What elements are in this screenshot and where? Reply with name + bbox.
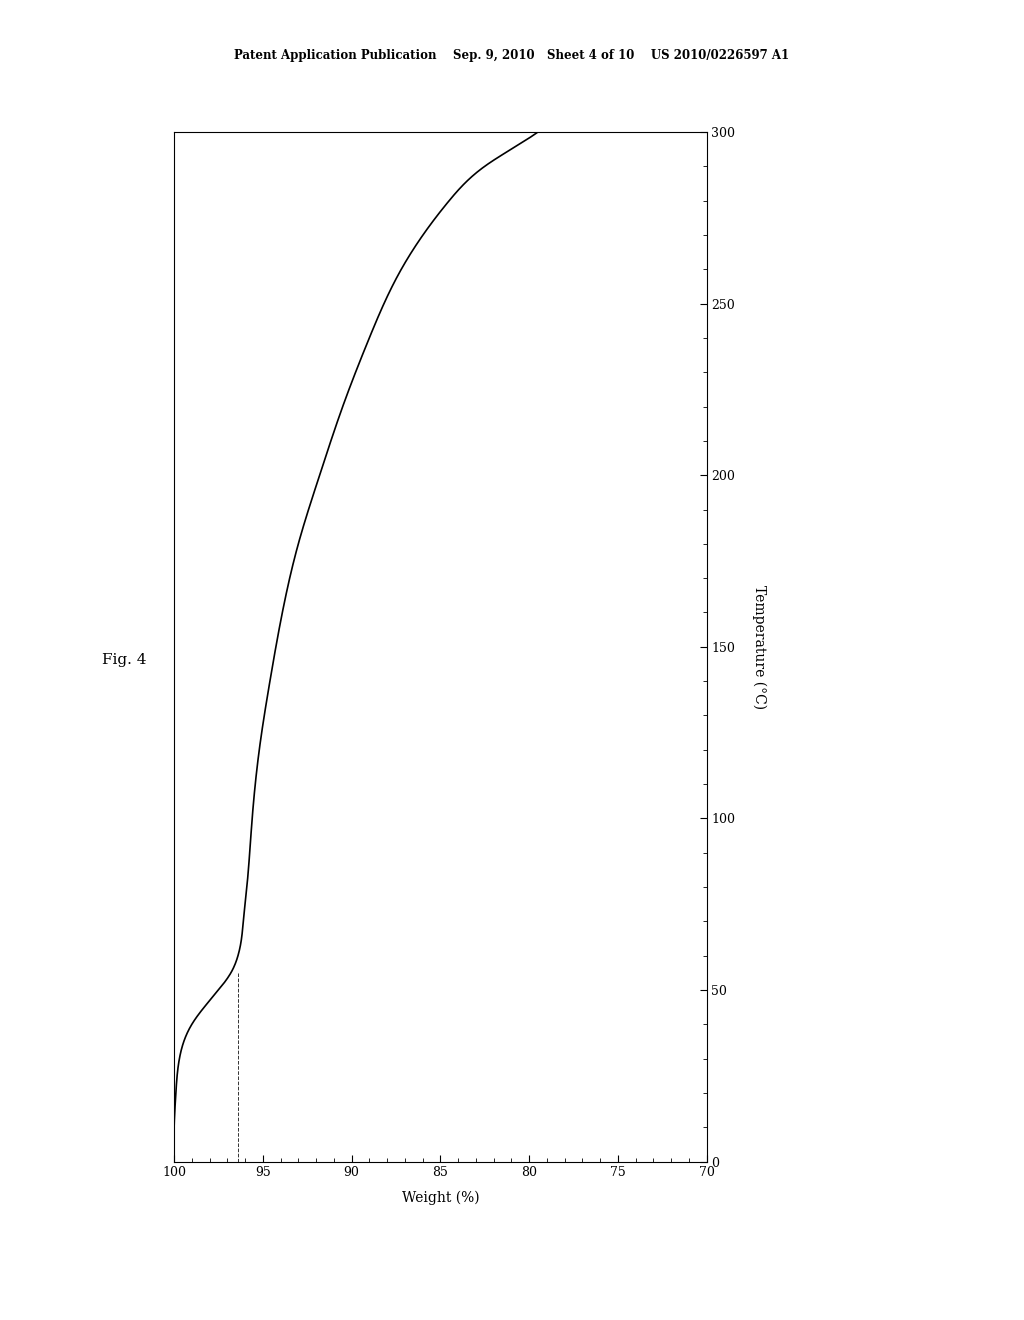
Y-axis label: Temperature (°C): Temperature (°C) bbox=[752, 585, 767, 709]
Text: Fig. 4: Fig. 4 bbox=[102, 653, 146, 667]
X-axis label: Weight (%): Weight (%) bbox=[401, 1191, 479, 1205]
Text: Patent Application Publication    Sep. 9, 2010   Sheet 4 of 10    US 2010/022659: Patent Application Publication Sep. 9, 2… bbox=[234, 49, 790, 62]
